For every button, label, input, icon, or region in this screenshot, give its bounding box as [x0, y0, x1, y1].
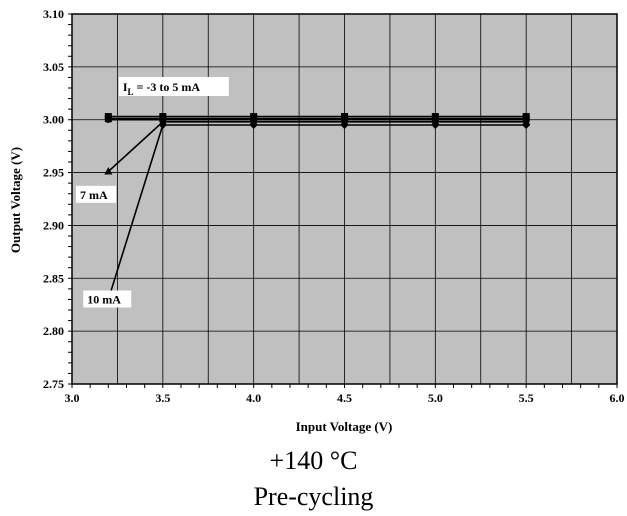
series-marker-triangle	[104, 167, 113, 175]
plot-frame	[71, 13, 618, 385]
series-marker-diamond	[249, 121, 258, 129]
x-tick-label: 4.0	[246, 391, 261, 405]
x-tick-label: 5.5	[519, 391, 534, 405]
caption-temperature: +140 °C	[269, 446, 358, 475]
y-tick-label: 2.95	[43, 166, 64, 180]
series-marker-circle	[105, 116, 112, 123]
plot-area: 3.0 3.5 4.0 4.5 5.0 5.5 6.0 2.75 2.80 2.85 2.90 2.9…	[43, 7, 625, 405]
x-tick-label: 3.0	[65, 391, 80, 405]
y-axis-title: Output Voltage (V)	[8, 147, 23, 253]
x-tick-label: 5.0	[428, 391, 443, 405]
x-tick-label: 4.5	[337, 391, 352, 405]
y-tick-label: 3.05	[43, 60, 64, 74]
annotation-box	[76, 185, 116, 203]
y-tick-label: 2.90	[43, 218, 64, 232]
series-marker-diamond	[340, 121, 349, 129]
series-marker-diamond	[158, 121, 167, 129]
annotation-box	[83, 290, 132, 308]
caption-condition: Pre-cycling	[253, 482, 374, 511]
y-tick-label: 3.00	[43, 113, 64, 127]
y-tick-label: 2.75	[43, 377, 64, 391]
annotation-box	[118, 77, 229, 96]
y-tick-label: 3.10	[43, 7, 64, 21]
x-tick-label: 6.0	[610, 391, 625, 405]
series-marker-diamond	[431, 121, 440, 129]
series-line	[107, 124, 527, 300]
series-marker-diamond	[522, 121, 531, 129]
annotation-load-current-range: IL = -3 to 5 mA	[123, 80, 201, 97]
y-tick-label: 2.85	[43, 271, 64, 285]
y-tick-label: 2.80	[43, 324, 64, 338]
annotation-10ma: 10 mA	[87, 292, 121, 306]
annotation-7ma: 7 mA	[80, 188, 108, 202]
x-tick-label: 3.5	[155, 391, 170, 405]
series-line	[107, 121, 527, 173]
x-axis-title: Input Voltage (V)	[296, 419, 393, 434]
